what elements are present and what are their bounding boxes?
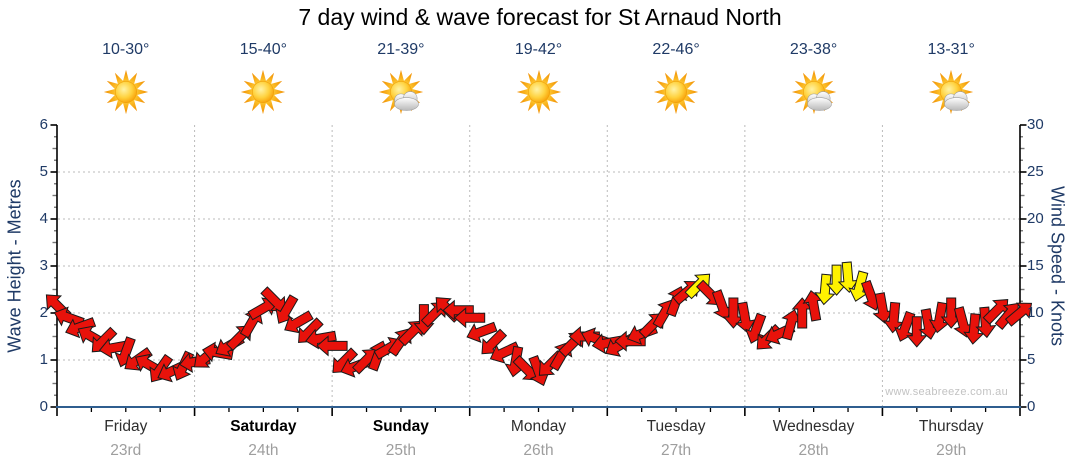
day-date: 24th: [248, 442, 279, 459]
wind-arrow: [442, 299, 474, 321]
watermark: www.seabreeze.com.au: [885, 386, 1008, 398]
sun-icon: [653, 69, 699, 115]
day-name: Monday: [510, 418, 567, 435]
day-name: Sunday: [372, 418, 429, 435]
day-date: 26th: [523, 442, 554, 459]
weather-icon-holder: [377, 68, 425, 116]
wind-arrow: [453, 307, 486, 329]
weather-icon-holder: [239, 68, 287, 116]
left-axis-tick-label: 6: [39, 116, 48, 133]
day-date: 28th: [798, 442, 829, 459]
wind-arrow: [928, 301, 950, 334]
wind-arrow: [883, 301, 905, 334]
left-axis-tick-label: 5: [39, 163, 48, 180]
wind-arrow: [466, 321, 498, 343]
day-name: Wednesday: [772, 418, 855, 435]
wind-arrow: [906, 316, 928, 348]
temp-range: 19-42°: [514, 41, 563, 58]
sun-icon: [103, 69, 148, 115]
wind-arrow: [791, 297, 813, 329]
sun-disc: [252, 81, 275, 103]
day-date: 23rd: [110, 442, 142, 459]
temp-range: 15-40°: [239, 41, 288, 58]
day-name: Tuesday: [646, 418, 706, 435]
weather-icon-holder: [652, 68, 700, 116]
wind-arrow-series: [45, 261, 1033, 387]
left-axis-tick-label: 4: [39, 210, 48, 227]
temp-range: 21-39°: [377, 41, 425, 58]
wind-arrow: [275, 294, 299, 324]
temp-range: 10-30°: [102, 41, 150, 58]
wind-arrow: [953, 306, 974, 338]
left-axis-tick-label: 2: [39, 304, 48, 321]
wind-arrow: [65, 317, 97, 339]
right-axis-tick-label: 25: [1027, 163, 1044, 180]
weather-icon-holder: [102, 68, 150, 116]
temp-range: 23-38°: [789, 41, 838, 58]
wind-arrow: [735, 301, 756, 334]
wind-arrow: [305, 328, 337, 350]
sun-disc: [114, 81, 137, 103]
right-axis-tick-label: 0: [1027, 398, 1036, 415]
wind-arrow: [722, 297, 744, 329]
weather-icon-holder: [515, 68, 563, 116]
wind-arrow: [711, 289, 734, 321]
wind-arrow: [837, 261, 859, 294]
right-axis-tick-label: 20: [1027, 210, 1044, 227]
day-date: 27th: [661, 442, 692, 459]
cloud-body: [394, 97, 419, 111]
sun-cloud-icon: [929, 69, 974, 115]
page-title: 7 day wind & wave forecast for St Arnaud…: [298, 4, 782, 30]
cloud-body: [806, 97, 832, 111]
cloud-body: [944, 97, 970, 111]
left-axis-tick-label: 3: [39, 257, 48, 274]
cloud: [394, 91, 419, 111]
sun-cloud-icon: [791, 69, 836, 115]
right-axis-tick-label: 5: [1027, 351, 1036, 368]
right-axis-tick-label: 15: [1027, 257, 1044, 274]
chart-gridlines: [58, 125, 1019, 407]
sun-cloud-icon: [378, 69, 424, 115]
sun-icon: [241, 69, 286, 115]
wind-arrow: [814, 273, 836, 306]
day-name: Saturday: [230, 418, 297, 435]
wind-arrow: [1004, 302, 1033, 327]
cloud: [806, 91, 832, 111]
wind-arrow: [848, 270, 869, 302]
day-date: 25th: [385, 442, 416, 459]
day-date: 29th: [936, 442, 967, 459]
wind-arrow: [872, 292, 894, 324]
temp-range: 22-46°: [652, 41, 700, 58]
temp-range: 13-31°: [927, 41, 975, 58]
left-axis-tick-label: 1: [39, 351, 48, 368]
wind-arrow: [316, 335, 348, 357]
weather-icon-holder: [927, 68, 975, 116]
weather-icon-holder: [790, 68, 838, 116]
wind-arrow: [745, 312, 767, 344]
sun-icon: [516, 69, 561, 115]
wind-arrow: [975, 306, 997, 339]
day-name: Thursday: [918, 418, 984, 435]
right-axis-tick-label: 30: [1027, 116, 1044, 133]
chart-axes: [50, 124, 1027, 416]
wind-arrow: [489, 341, 521, 364]
sun-disc: [527, 81, 550, 103]
wind-arrow: [894, 310, 916, 342]
wind-arrow: [591, 333, 624, 355]
wind-arrow: [284, 310, 314, 334]
right-axis-tick-label: 10: [1027, 304, 1044, 321]
wind-arrow: [481, 328, 508, 355]
left-axis-tick-label: 0: [39, 398, 48, 415]
day-name: Friday: [104, 418, 148, 435]
sun-disc: [665, 81, 687, 103]
cloud: [944, 91, 970, 111]
wind-arrow: [53, 306, 85, 328]
wind-arrow: [963, 313, 985, 345]
